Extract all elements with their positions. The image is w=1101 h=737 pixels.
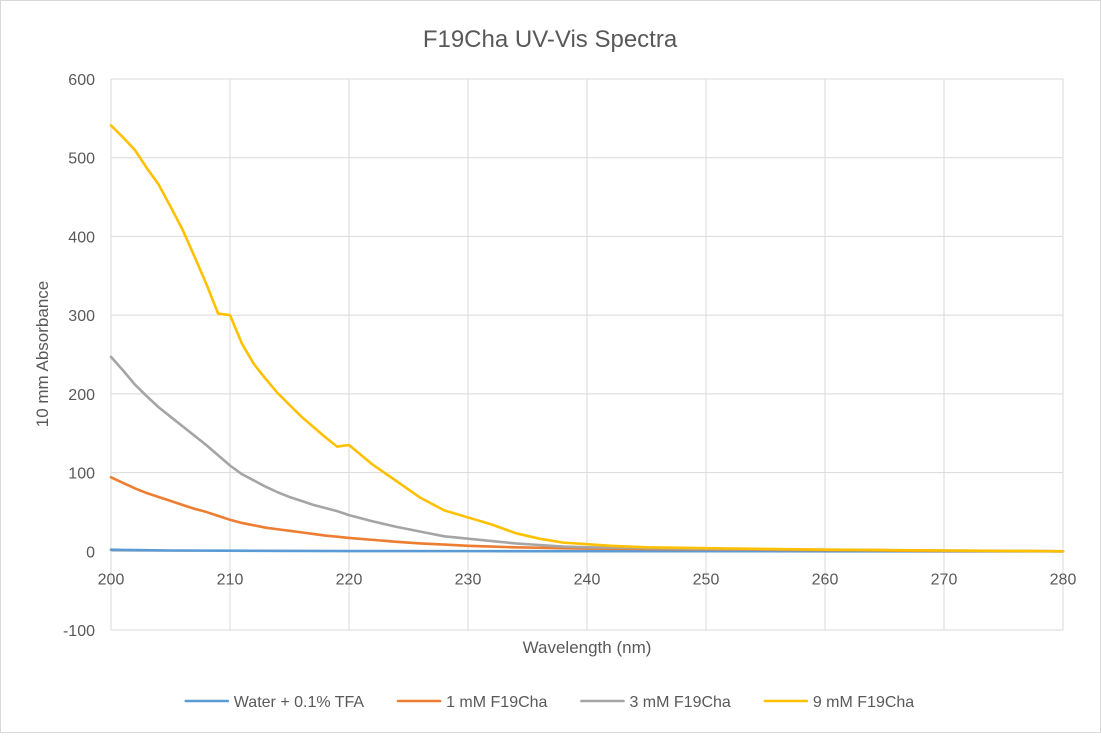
y-axis-title: 10 mm Absorbance (33, 281, 52, 427)
y-tick-label: 500 (68, 151, 95, 168)
x-tick-label: 240 (574, 571, 601, 588)
y-tick-label: 600 (68, 72, 95, 89)
series-line-3 (109, 124, 1065, 553)
x-tick-label: 210 (217, 571, 244, 588)
axis-layer: -100 0 100 200 300 400 500 600 200 210 220 230 240 25… (63, 72, 1076, 640)
legend-item: Water + 0.1% TFA (184, 694, 365, 711)
y-tick-label: 300 (68, 308, 95, 325)
series-layer (109, 124, 1065, 553)
x-tick-label: 270 (931, 571, 958, 588)
grid-layer (110, 78, 1064, 631)
y-tick-label: 0 (86, 544, 95, 561)
x-tick-label: 250 (693, 571, 720, 588)
legend-item: 3 mM F19Cha (580, 694, 731, 711)
legend: Water + 0.1% TFA 1 mM F19Cha 3 mM F19Cha 9 … (184, 694, 914, 711)
x-tick-label: 200 (98, 571, 125, 588)
x-tick-label: 260 (812, 571, 839, 588)
legend-label: 9 mM F19Cha (813, 694, 914, 711)
x-tick-label: 280 (1050, 571, 1077, 588)
legend-label: 1 mM F19Cha (446, 694, 547, 711)
x-axis-title: Wavelength (nm) (523, 638, 652, 657)
chart-title: F19Cha UV-Vis Spectra (423, 26, 678, 53)
y-tick-label: 100 (68, 466, 95, 483)
y-tick-label: -100 (63, 623, 95, 640)
legend-item: 1 mM F19Cha (396, 694, 548, 711)
x-tick-label: 230 (455, 571, 482, 588)
x-tick-label: 220 (336, 571, 363, 588)
y-tick-label: 400 (68, 229, 95, 246)
legend-item: 9 mM F19Cha (763, 694, 914, 711)
legend-label: 3 mM F19Cha (629, 694, 730, 711)
legend-label: Water + 0.1% TFA (234, 694, 365, 711)
y-tick-label: 200 (68, 387, 95, 404)
